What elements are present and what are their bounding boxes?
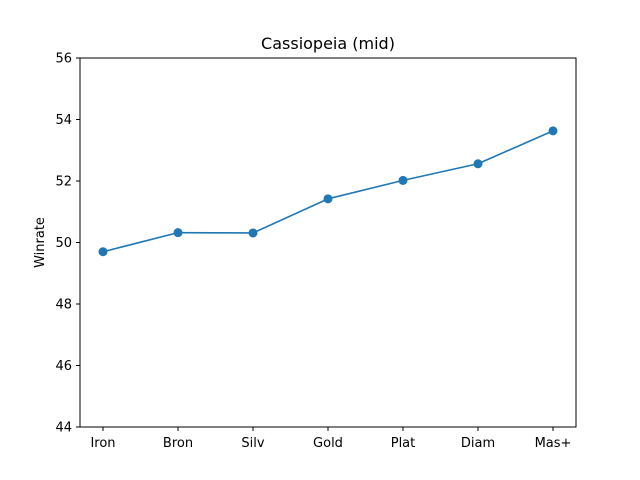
data-point (398, 175, 408, 185)
data-point (98, 247, 108, 257)
y-tick-label: 50 (55, 236, 72, 251)
y-tick-label: 46 (55, 359, 72, 374)
x-tick-label: Gold (313, 436, 343, 451)
data-point (473, 159, 483, 169)
y-axis-ticks: 44 46 48 50 52 54 56 (55, 52, 80, 436)
y-tick-label: 48 (55, 298, 72, 313)
data-point (173, 228, 183, 238)
x-tick-label: Diam (461, 436, 495, 451)
x-tick-label: Iron (90, 436, 115, 451)
x-tick-label: Bron (163, 436, 193, 451)
data-point (548, 126, 558, 136)
y-tick-label: 56 (55, 52, 72, 67)
y-tick-label: 44 (55, 421, 72, 436)
plot-area-frame (79, 57, 577, 428)
series-layer (98, 126, 558, 257)
x-tick-label: Plat (391, 436, 416, 451)
data-point (323, 194, 333, 204)
chart-title: Cassiopeia (mid) (261, 34, 395, 53)
y-tick-label: 52 (55, 175, 72, 190)
x-tick-label: Silv (241, 436, 264, 451)
data-point (248, 228, 258, 238)
x-axis-ticks: Iron Bron Silv Gold Plat Diam Mas+ (90, 427, 571, 451)
y-tick-label: 54 (55, 113, 72, 128)
y-axis-label: Winrate (33, 217, 48, 268)
x-tick-label: Mas+ (535, 436, 572, 451)
